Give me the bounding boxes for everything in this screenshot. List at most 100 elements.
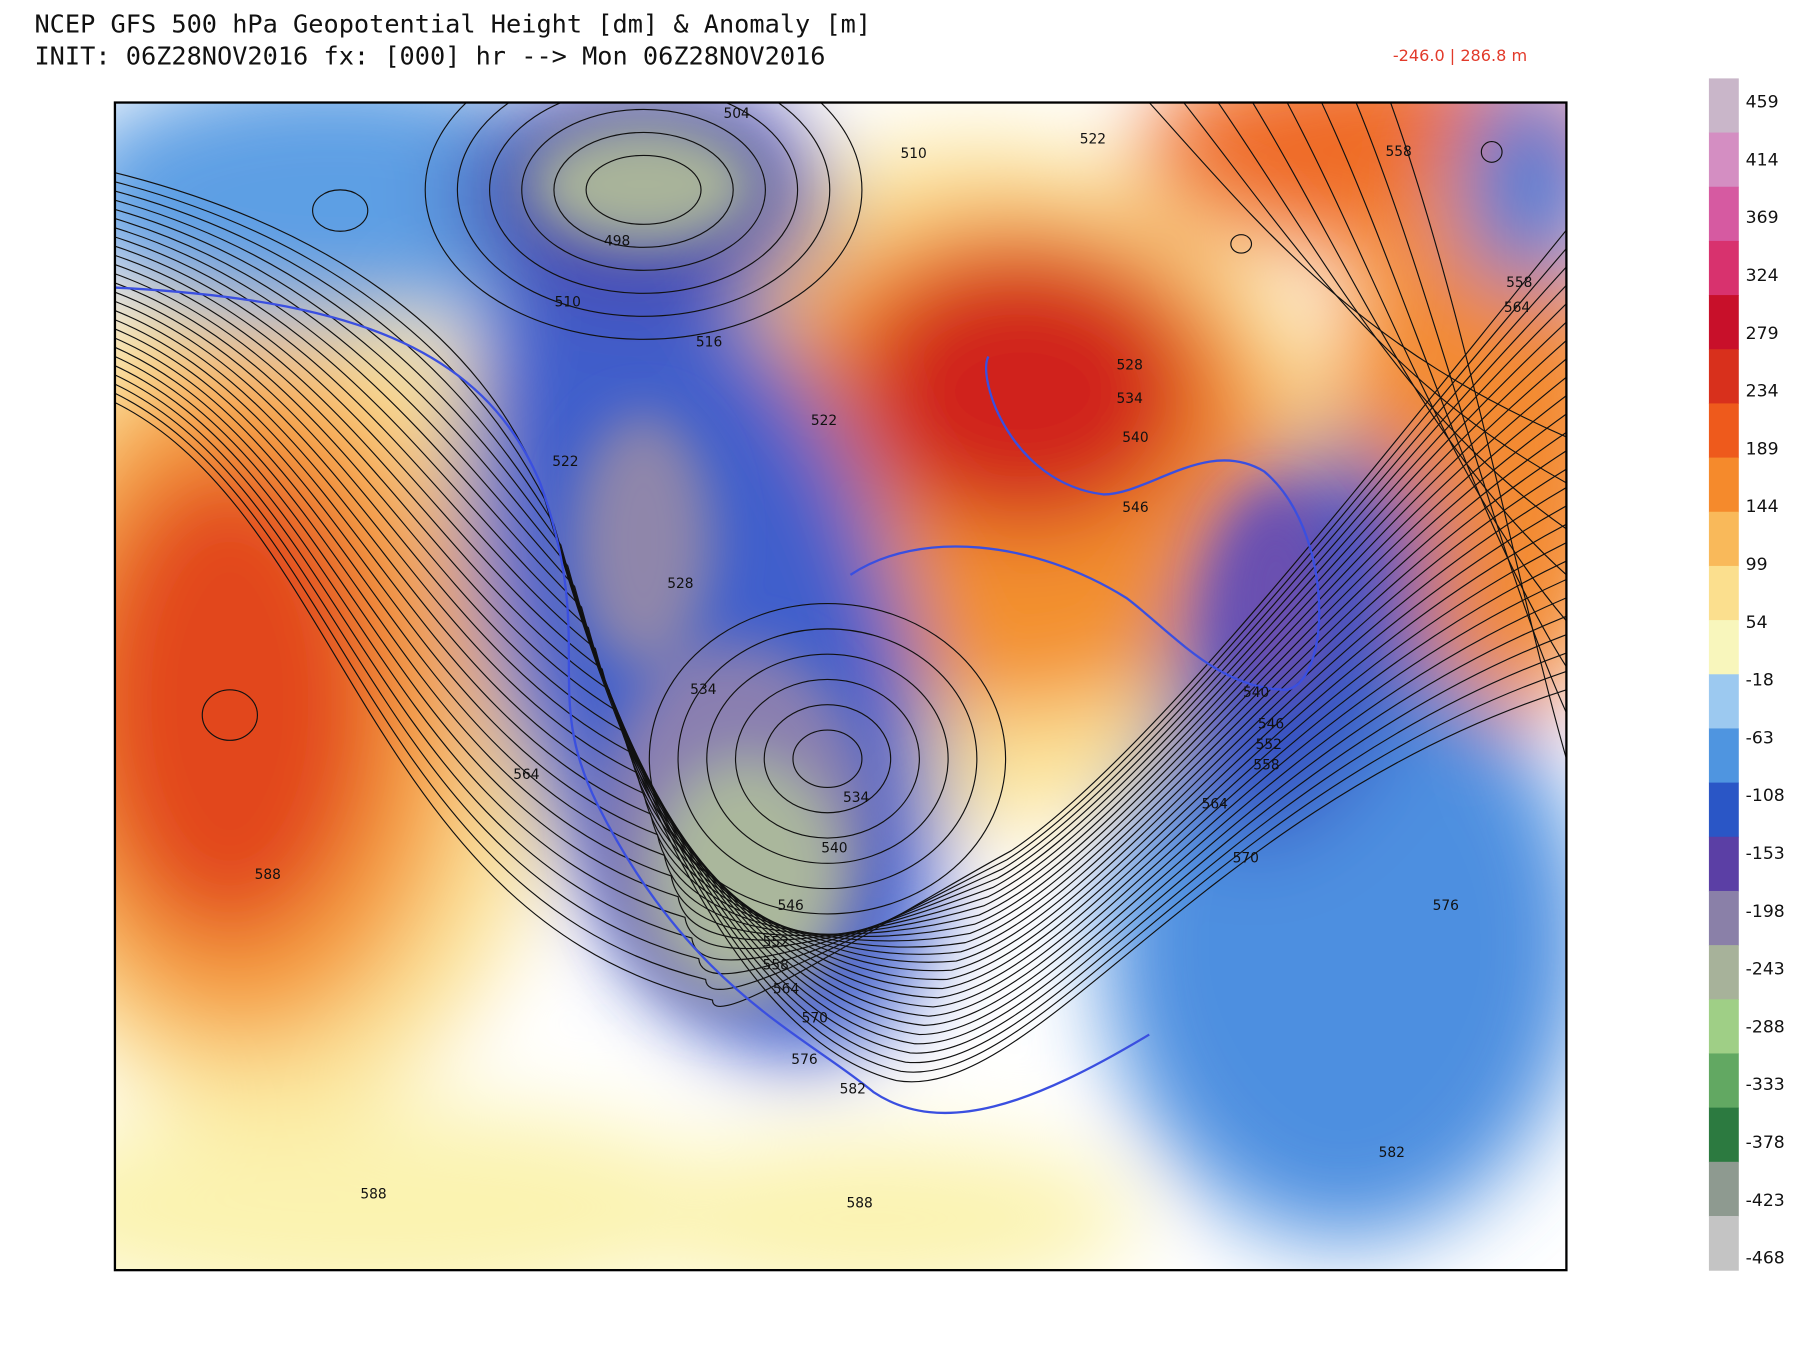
contour [114, 339, 1567, 936]
contour-label: 564 [773, 982, 799, 998]
colorbar-label: -423 [1746, 1191, 1785, 1211]
contour [114, 208, 1567, 1045]
contour [114, 284, 1567, 961]
contour [114, 328, 1567, 937]
contour-label: 576 [1433, 898, 1459, 914]
colorbar-label: 279 [1746, 324, 1779, 344]
colorbar-swatch [1708, 240, 1739, 296]
contour-label: 510 [555, 294, 581, 310]
contour-label: 588 [360, 1186, 386, 1202]
contour [114, 172, 1567, 1083]
colorbar-swatch [1708, 1053, 1739, 1109]
colorbar-label: 234 [1746, 382, 1779, 402]
colorbar-swatch [1708, 295, 1739, 350]
contour [521, 108, 766, 271]
colorbar-swatch [1708, 890, 1739, 946]
colorbar-label: 144 [1746, 497, 1779, 517]
colorbar: 459 414 369 324 279 234 189 144 99 54 -18 -63 -108 -1… [1708, 78, 1785, 1271]
contour-label: 558 [1506, 275, 1532, 291]
contour-label: 534 [1117, 391, 1143, 407]
contour [312, 189, 369, 232]
colorbar-label: -18 [1746, 671, 1774, 691]
contour-label: 540 [1243, 685, 1269, 701]
contour-label: 564 [513, 767, 539, 783]
contour [1217, 102, 1567, 530]
colorbar-swatch [1708, 1215, 1739, 1271]
reference-contour [849, 356, 1321, 691]
contour [763, 704, 892, 814]
contour-label: 546 [1122, 500, 1148, 516]
colorbar-label: 414 [1746, 150, 1779, 170]
range-label: -246.0 | 286.8 m [1393, 46, 1527, 65]
contour [456, 102, 831, 317]
colorbar-label: 324 [1746, 266, 1779, 286]
colorbar-swatch [1708, 999, 1739, 1055]
contour-label: 576 [791, 1052, 817, 1068]
colorbar-label: 99 [1746, 555, 1768, 575]
colorbar-label: -288 [1746, 1017, 1785, 1037]
colorbar-swatch [1708, 620, 1739, 675]
contour-label: 558 [763, 958, 789, 974]
contour [585, 154, 702, 225]
contour [424, 102, 863, 340]
colorbar-swatch [1708, 1161, 1739, 1217]
contour [201, 689, 259, 741]
contour [1230, 234, 1253, 254]
contour [734, 678, 920, 839]
contour-label: 582 [840, 1082, 866, 1098]
colorbar-label: -333 [1746, 1075, 1785, 1095]
contour [1252, 102, 1567, 576]
contour-label: 528 [667, 576, 693, 592]
contour-label: 510 [900, 146, 926, 162]
contour-label: 570 [802, 1010, 828, 1026]
contour [114, 229, 1567, 1007]
contour-label: 540 [1122, 430, 1148, 446]
anomaly-shading [114, 102, 1567, 1271]
colorbar-swatch [1708, 78, 1739, 134]
contour-label: 564 [1202, 797, 1228, 813]
contour-label: 558 [1385, 144, 1411, 160]
colorbar-swatch [1708, 132, 1739, 188]
contour-label: 528 [1117, 358, 1143, 374]
contour [114, 266, 1567, 975]
contour [1321, 102, 1567, 668]
colorbar-label: -198 [1746, 902, 1785, 922]
colorbar-swatch [1708, 457, 1739, 513]
colorbar-swatch [1708, 945, 1739, 1000]
contour [114, 248, 1567, 990]
contour [114, 310, 1567, 948]
contour [114, 291, 1567, 963]
contour [648, 603, 1007, 915]
colorbar-swatch [1708, 511, 1739, 567]
contour-label: 588 [846, 1195, 872, 1211]
colorbar-swatch [1708, 836, 1739, 892]
contour [114, 300, 1567, 955]
subtitle: INIT: 06Z28NOV2016 fx: [000] hr --> Mon … [34, 42, 825, 71]
colorbar-swatch [1708, 1107, 1739, 1163]
contour-label: 552 [1256, 737, 1282, 753]
colorbar-label: -63 [1746, 728, 1774, 748]
contour [114, 303, 1567, 950]
colorbar-label: 369 [1746, 208, 1779, 228]
colorbar-swatch [1708, 186, 1739, 242]
height-contours [114, 102, 1567, 1083]
contour [114, 199, 1567, 1054]
map-field: 504 498 510 516 510 522 522 558 558 564 528 534 540 5… [114, 102, 1567, 1271]
title: NCEP GFS 500 hPa Geopotential Height [dm… [34, 9, 871, 38]
colorbar-swatch [1708, 782, 1739, 838]
contour-label: 546 [1258, 716, 1284, 732]
contour [114, 254, 1567, 999]
contour-label: 534 [843, 790, 869, 806]
contour-label: 540 [821, 840, 847, 856]
anomaly-core [528, 120, 1334, 1012]
contour [489, 102, 799, 294]
contour [114, 319, 1567, 942]
contour [792, 729, 863, 789]
colorbar-label: -243 [1746, 960, 1785, 980]
colorbar-label: -378 [1746, 1133, 1785, 1153]
contour-label: 564 [1504, 300, 1530, 316]
contour [706, 653, 949, 864]
contour-label: 558 [1253, 758, 1279, 774]
